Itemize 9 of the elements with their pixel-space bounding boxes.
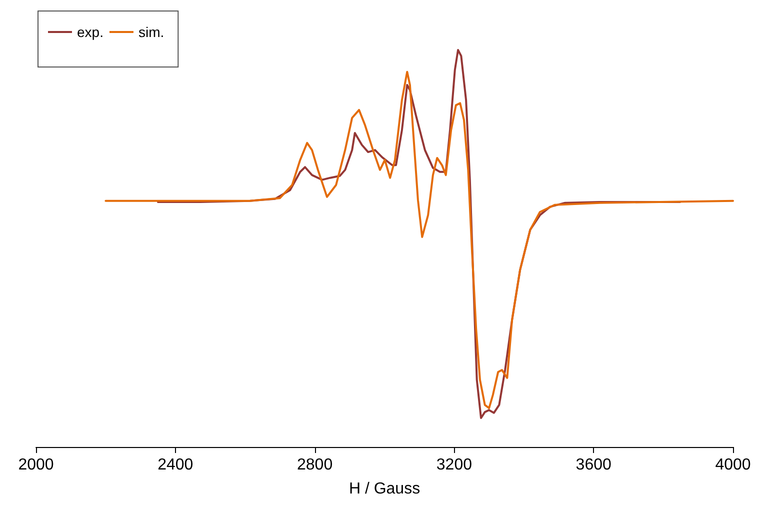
- x-tick-label: 3600: [576, 456, 612, 474]
- x-axis-title: H / Gauss: [348, 480, 420, 498]
- x-tick-label: 2000: [18, 456, 54, 474]
- x-tick-label: 2800: [297, 456, 333, 474]
- x-tick-label: 3200: [436, 456, 472, 474]
- x-tick-label: 4000: [715, 456, 751, 474]
- x-tick-label: 2400: [158, 456, 194, 474]
- legend-label: sim.: [138, 24, 164, 40]
- legend-label: exp.: [77, 24, 104, 40]
